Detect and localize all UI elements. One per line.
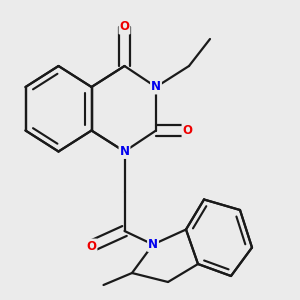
Text: O: O (119, 20, 130, 34)
Text: O: O (86, 239, 97, 253)
Text: N: N (119, 145, 130, 158)
Text: O: O (182, 124, 193, 137)
Text: N: N (151, 80, 161, 94)
Text: N: N (148, 238, 158, 251)
